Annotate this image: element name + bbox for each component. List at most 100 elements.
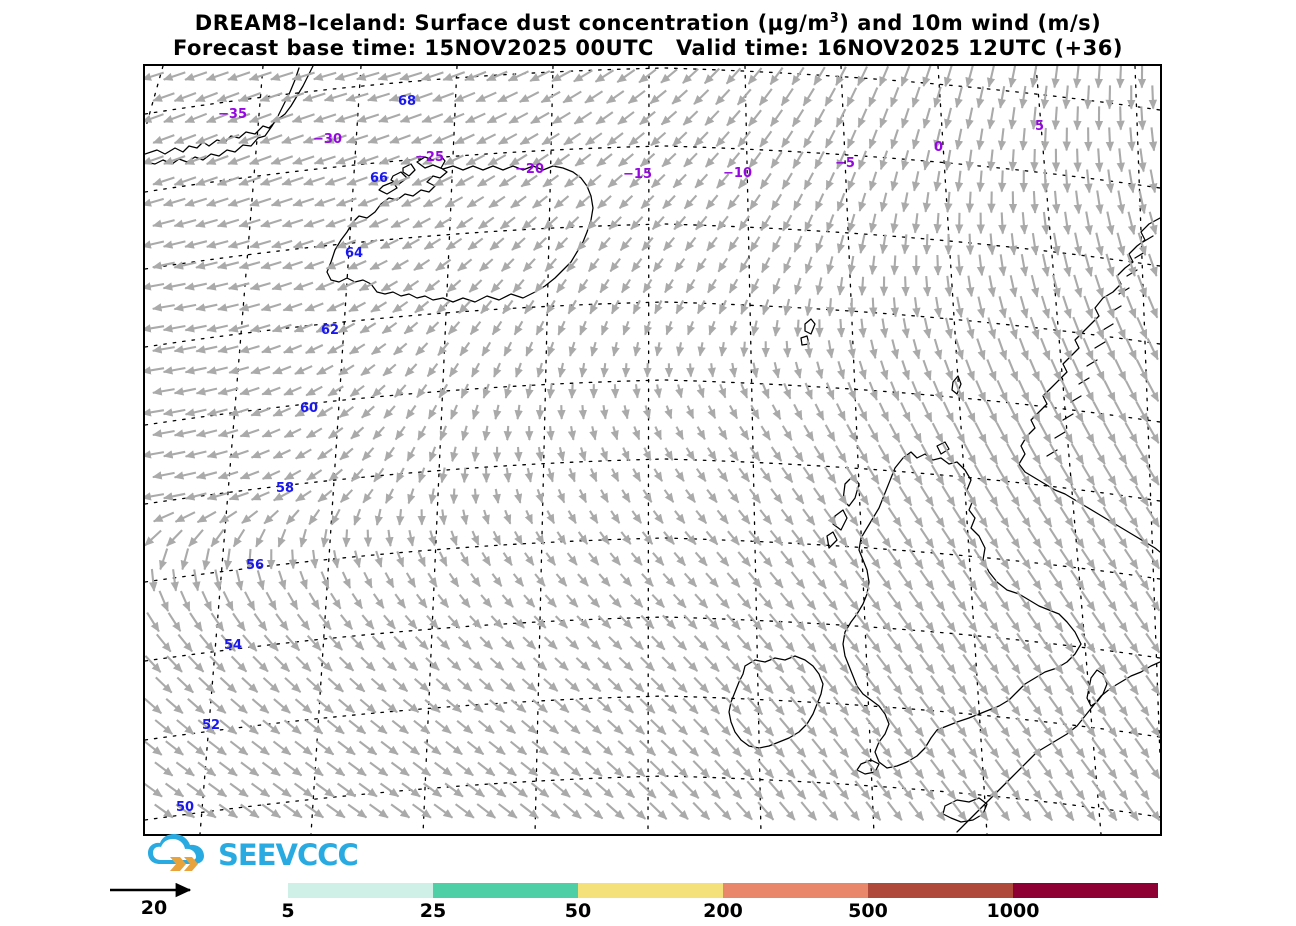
wind-arrow: [912, 381, 920, 400]
wind-arrow: [804, 467, 815, 482]
wind-arrow: [305, 262, 324, 269]
wind-arrow: [974, 591, 987, 610]
wind-arrow: [462, 384, 469, 398]
wind-arrow: [861, 319, 863, 337]
wind-arrow: [798, 320, 799, 337]
wind-arrow: [391, 804, 409, 817]
wind-arrow: [1063, 296, 1070, 318]
wind-arrow: [598, 196, 611, 208]
wind-arrow: [231, 699, 247, 713]
wind-arrow: [535, 574, 545, 586]
wind-arrow: [889, 508, 901, 527]
wind-arrow: [1028, 781, 1042, 800]
wind-arrow: [877, 571, 891, 590]
wind-arrow: [392, 260, 408, 269]
wind-arrow: [502, 259, 514, 271]
wind-arrow: [947, 276, 949, 296]
wind-arrow: [522, 679, 536, 691]
wind-arrow: [804, 425, 813, 440]
wind-arrow: [661, 69, 677, 82]
wind-arrow: [1012, 107, 1015, 129]
wind-arrow: [1050, 570, 1063, 589]
wind-arrow: [434, 177, 452, 186]
wind-arrow: [803, 551, 816, 567]
wind-arrow: [240, 262, 261, 268]
wind-arrow: [457, 218, 473, 228]
wind-arrow: [921, 486, 933, 506]
wind-arrow: [685, 532, 696, 545]
wind-arrow: [873, 298, 874, 317]
wind-arrow: [665, 490, 674, 502]
wind-arrow: [802, 593, 815, 610]
wind-arrow: [1028, 528, 1041, 548]
wind-arrow: [189, 530, 203, 546]
wind-arrow: [265, 635, 279, 651]
wind-arrow: [630, 637, 643, 650]
wind-arrow: [514, 574, 524, 586]
wind-arrow: [828, 256, 832, 273]
wind-arrow: [641, 196, 653, 209]
wind-arrow: [384, 406, 395, 418]
wind-arrow: [761, 173, 771, 188]
wind-arrow: [445, 197, 462, 207]
wind-arrow: [753, 321, 756, 336]
wind-arrow: [1116, 317, 1125, 338]
wind-arrow: [1129, 170, 1133, 193]
wind-arrow: [520, 134, 538, 144]
wind-arrow: [695, 594, 707, 608]
wind-arrow: [1146, 591, 1159, 610]
wind-arrow: [1053, 275, 1059, 297]
wind-arrow: [586, 762, 602, 776]
wind-arrow: [834, 571, 847, 589]
wind-arrow: [196, 262, 218, 267]
wind-arrow: [1028, 612, 1041, 631]
wind-arrow: [731, 321, 735, 335]
wind-arrow: [903, 150, 908, 169]
wind-arrow: [749, 110, 761, 126]
wind-arrow: [217, 93, 239, 101]
wind-arrow: [489, 742, 505, 755]
wind-arrow: [585, 804, 603, 819]
wind-arrow: [834, 739, 848, 757]
wind-arrow: [657, 342, 660, 355]
wind-arrow: [1114, 528, 1127, 547]
wind-arrow: [477, 804, 495, 818]
wind-arrow: [446, 742, 462, 755]
wind-arrow: [635, 342, 638, 356]
wind-arrow: [1061, 507, 1074, 527]
wind-arrow: [827, 383, 834, 400]
wind-arrow: [1072, 444, 1084, 464]
wind-arrow: [557, 280, 566, 293]
wind-arrow: [239, 93, 261, 101]
wind-arrow: [1098, 148, 1100, 171]
wind-arrow: [782, 89, 793, 106]
wind-arrow: [672, 761, 688, 777]
wind-arrow: [318, 449, 332, 459]
wind-arrow: [588, 595, 599, 607]
wind-arrow: [740, 427, 749, 440]
wind-arrow: [556, 238, 568, 250]
wind-arrow: [673, 132, 687, 145]
wind-arrow: [634, 427, 639, 440]
wind-arrow: [609, 217, 621, 229]
wind-arrow: [175, 93, 197, 101]
wind-arrow: [905, 276, 906, 295]
wind-arrow: [898, 781, 912, 799]
wind-arrow: [870, 172, 876, 190]
wind-arrow: [899, 655, 913, 674]
wind-arrow: [239, 220, 260, 226]
wind-arrow: [194, 569, 198, 590]
wind-arrow: [296, 491, 311, 501]
wind-arrow: [632, 511, 641, 523]
wind-arrow: [715, 719, 730, 735]
colorbar-band-5: [288, 883, 433, 898]
wind-arrow: [652, 636, 665, 649]
wind-arrow: [531, 113, 549, 123]
wind-arrow: [931, 676, 945, 695]
wind-arrow: [429, 405, 437, 419]
wind-arrow: [744, 342, 745, 357]
wind-arrow: [252, 492, 270, 500]
wind-arrow: [782, 131, 793, 147]
wind-arrow: [271, 114, 293, 122]
